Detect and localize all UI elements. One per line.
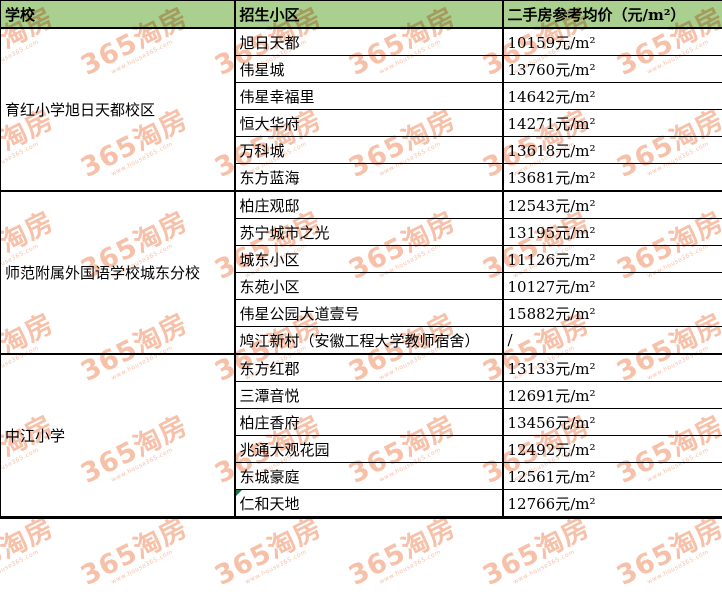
price-cell[interactable]: 13760元/m² <box>503 56 722 83</box>
school-cell[interactable]: 育红小学旭日天都校区 <box>1 28 235 191</box>
community-cell[interactable]: 东苑小区 <box>235 273 503 300</box>
community-cell[interactable]: 苏宁城市之光 <box>235 219 503 246</box>
price-cell[interactable]: 13133元/m² <box>503 354 722 382</box>
price-cell[interactable]: 15882元/m² <box>503 300 722 327</box>
community-cell[interactable]: 万科城 <box>235 137 503 164</box>
cell-note-marker <box>236 490 242 496</box>
watermark-text: 365淘房 <box>345 514 460 590</box>
price-cell[interactable]: 10159元/m² <box>503 28 722 56</box>
school-cell[interactable]: 中江小学 <box>1 354 235 518</box>
price-cell[interactable]: 10127元/m² <box>503 273 722 300</box>
watermark-text: 365淘房 <box>0 514 58 590</box>
table-header: 学校 招生小区 二手房参考均价（元/m²） <box>1 1 722 29</box>
community-cell[interactable]: 三潭音悦 <box>235 382 503 409</box>
community-cell[interactable]: 伟星城 <box>235 56 503 83</box>
school-cell[interactable]: 师范附属外国语学校城东分校 <box>1 191 235 354</box>
price-cell[interactable]: 12492元/m² <box>503 436 722 463</box>
community-cell[interactable]: 恒大华府 <box>235 110 503 137</box>
watermark-subtext: www.house365.com <box>0 539 61 596</box>
community-cell[interactable]: 旭日天都 <box>235 28 503 56</box>
price-cell[interactable]: 14642元/m² <box>503 83 722 110</box>
watermark-subtext: www.house365.com <box>492 539 598 596</box>
community-cell[interactable]: 兆通大观花园 <box>235 436 503 463</box>
community-cell[interactable]: 鸠江新村（安徽工程大学教师宿舍） <box>235 327 503 355</box>
watermark-text: 365淘房 <box>77 514 192 590</box>
header-community[interactable]: 招生小区 <box>235 1 503 29</box>
community-cell[interactable]: 柏庄香府 <box>235 409 503 436</box>
community-cell[interactable]: 城东小区 <box>235 246 503 273</box>
price-cell[interactable]: 13456元/m² <box>503 409 722 436</box>
community-cell[interactable]: 柏庄观邸 <box>235 191 503 219</box>
watermark-text: 365淘房 <box>211 514 326 590</box>
watermark-text: 365淘房 <box>613 514 722 590</box>
community-cell[interactable]: 伟星公园大道壹号 <box>235 300 503 327</box>
watermark-text: 365淘房 <box>479 514 594 590</box>
price-cell[interactable]: / <box>503 327 722 355</box>
price-cell[interactable]: 13681元/m² <box>503 164 722 192</box>
price-cell[interactable]: 13195元/m² <box>503 219 722 246</box>
watermark-subtext: www.house365.com <box>90 539 196 596</box>
community-cell[interactable]: 东方红郡 <box>235 354 503 382</box>
price-cell[interactable]: 13618元/m² <box>503 137 722 164</box>
price-cell[interactable]: 12561元/m² <box>503 463 722 490</box>
header-price[interactable]: 二手房参考均价（元/m²） <box>503 1 722 29</box>
header-row: 学校 招生小区 二手房参考均价（元/m²） <box>1 1 722 29</box>
community-cell[interactable]: 仁和天地 <box>235 490 503 518</box>
watermark-subtext: www.house365.com <box>626 539 722 596</box>
price-cell[interactable]: 11126元/m² <box>503 246 722 273</box>
watermark-subtext: www.house365.com <box>224 539 330 596</box>
price-cell[interactable]: 14271元/m² <box>503 110 722 137</box>
community-cell[interactable]: 东方蓝海 <box>235 164 503 192</box>
watermark-subtext: www.house365.com <box>358 539 464 596</box>
price-cell[interactable]: 12691元/m² <box>503 382 722 409</box>
price-cell[interactable]: 12543元/m² <box>503 191 722 219</box>
header-school[interactable]: 学校 <box>1 1 235 29</box>
community-cell[interactable]: 伟星幸福里 <box>235 83 503 110</box>
price-cell[interactable]: 12766元/m² <box>503 490 722 518</box>
community-cell[interactable]: 东城豪庭 <box>235 463 503 490</box>
